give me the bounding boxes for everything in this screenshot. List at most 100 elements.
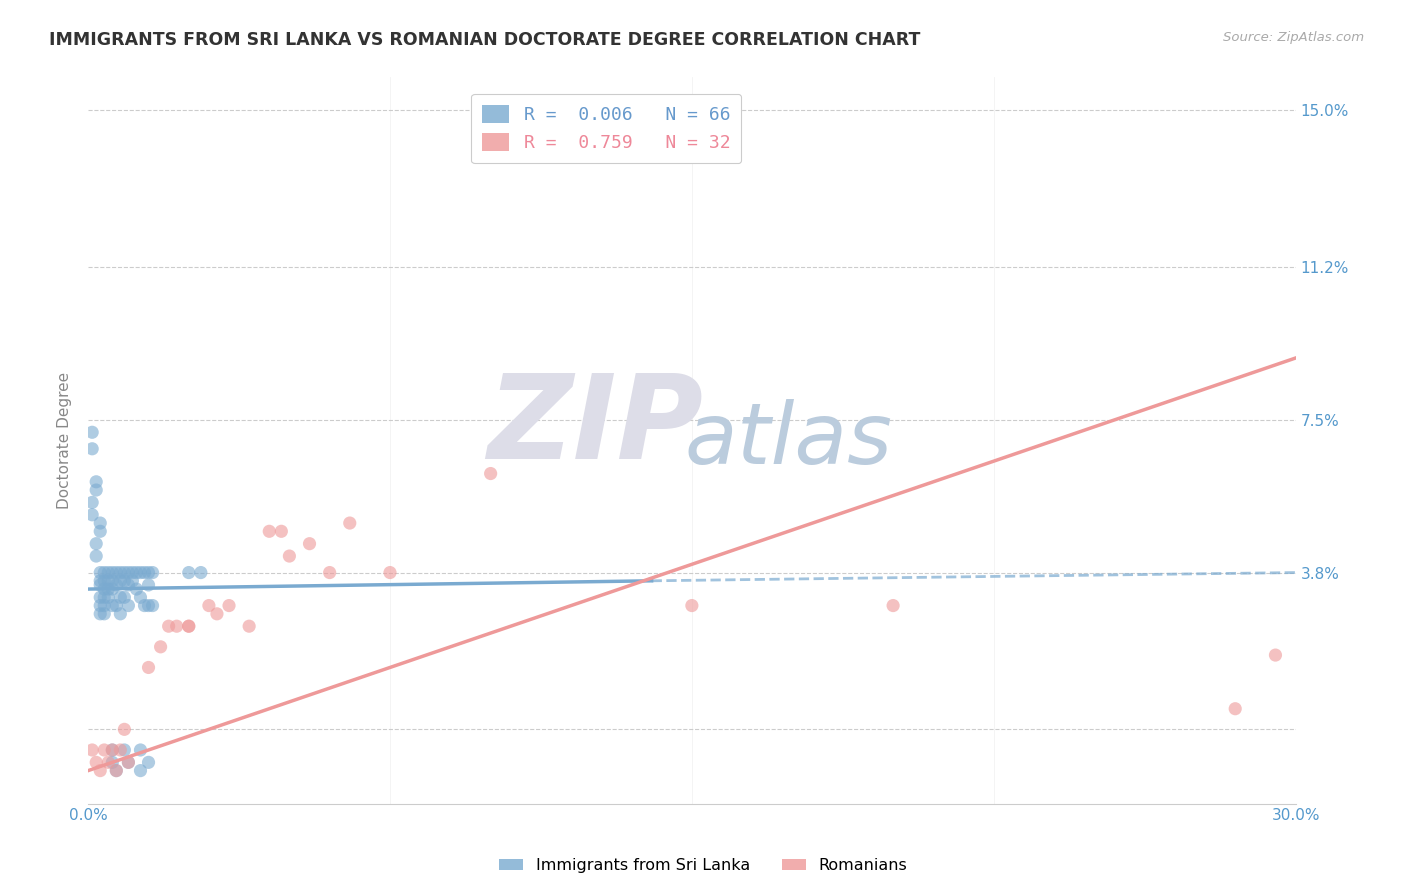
Point — [117, 756, 139, 770]
Point — [141, 566, 163, 580]
Point — [97, 582, 120, 596]
Point — [105, 764, 128, 778]
Point — [190, 566, 212, 580]
Point — [882, 599, 904, 613]
Point — [82, 425, 104, 440]
Point — [129, 591, 152, 605]
Legend: Immigrants from Sri Lanka, Romanians: Immigrants from Sri Lanka, Romanians — [492, 852, 914, 880]
Point — [117, 756, 139, 770]
Point — [205, 607, 228, 621]
Point — [378, 566, 401, 580]
Point — [110, 607, 132, 621]
Point — [318, 566, 340, 580]
Point — [112, 743, 135, 757]
Point — [89, 599, 111, 613]
Point — [101, 743, 124, 757]
Point — [97, 574, 120, 588]
Point — [117, 578, 139, 592]
Point — [117, 599, 139, 613]
Point — [89, 574, 111, 588]
Point — [129, 566, 152, 580]
Point — [97, 756, 120, 770]
Point — [84, 483, 107, 497]
Point — [93, 582, 115, 596]
Point — [149, 640, 172, 654]
Point — [134, 599, 156, 613]
Point — [259, 524, 281, 539]
Point — [125, 582, 148, 596]
Point — [101, 599, 124, 613]
Point — [93, 599, 115, 613]
Point — [1264, 648, 1286, 662]
Point — [112, 574, 135, 588]
Point — [101, 582, 124, 596]
Point — [93, 607, 115, 621]
Point — [93, 591, 115, 605]
Point — [138, 599, 160, 613]
Point — [157, 619, 180, 633]
Point — [339, 516, 361, 530]
Point — [112, 566, 135, 580]
Point — [93, 743, 115, 757]
Point — [82, 442, 104, 456]
Point — [129, 743, 152, 757]
Point — [166, 619, 188, 633]
Point — [479, 467, 502, 481]
Point — [129, 764, 152, 778]
Point — [138, 756, 160, 770]
Point — [141, 599, 163, 613]
Text: ZIP: ZIP — [488, 368, 703, 483]
Point — [84, 756, 107, 770]
Point — [110, 743, 132, 757]
Point — [270, 524, 292, 539]
Point — [1225, 702, 1247, 716]
Point — [110, 591, 132, 605]
Point — [89, 516, 111, 530]
Point — [105, 764, 128, 778]
Point — [84, 537, 107, 551]
Point — [177, 566, 200, 580]
Point — [218, 599, 240, 613]
Point — [93, 566, 115, 580]
Text: IMMIGRANTS FROM SRI LANKA VS ROMANIAN DOCTORATE DEGREE CORRELATION CHART: IMMIGRANTS FROM SRI LANKA VS ROMANIAN DO… — [49, 31, 921, 49]
Point — [121, 566, 143, 580]
Point — [89, 578, 111, 592]
Y-axis label: Doctorate Degree: Doctorate Degree — [58, 372, 72, 509]
Point — [89, 566, 111, 580]
Point — [97, 591, 120, 605]
Point — [101, 756, 124, 770]
Point — [138, 566, 160, 580]
Point — [82, 495, 104, 509]
Point — [84, 549, 107, 563]
Text: Source: ZipAtlas.com: Source: ZipAtlas.com — [1223, 31, 1364, 45]
Point — [298, 537, 321, 551]
Point — [125, 566, 148, 580]
Point — [681, 599, 703, 613]
Point — [238, 619, 260, 633]
Point — [112, 591, 135, 605]
Point — [101, 566, 124, 580]
Point — [105, 578, 128, 592]
Point — [89, 591, 111, 605]
Point — [117, 566, 139, 580]
Point — [138, 660, 160, 674]
Point — [134, 566, 156, 580]
Point — [198, 599, 221, 613]
Point — [138, 578, 160, 592]
Point — [110, 574, 132, 588]
Point — [89, 607, 111, 621]
Point — [105, 599, 128, 613]
Point — [105, 566, 128, 580]
Point — [82, 743, 104, 757]
Point — [89, 524, 111, 539]
Point — [101, 743, 124, 757]
Legend: R =  0.006   N = 66, R =  0.759   N = 32: R = 0.006 N = 66, R = 0.759 N = 32 — [471, 94, 741, 163]
Text: atlas: atlas — [685, 399, 893, 482]
Point — [89, 764, 111, 778]
Point — [101, 574, 124, 588]
Point — [121, 574, 143, 588]
Point — [97, 566, 120, 580]
Point — [177, 619, 200, 633]
Point — [93, 574, 115, 588]
Point — [112, 723, 135, 737]
